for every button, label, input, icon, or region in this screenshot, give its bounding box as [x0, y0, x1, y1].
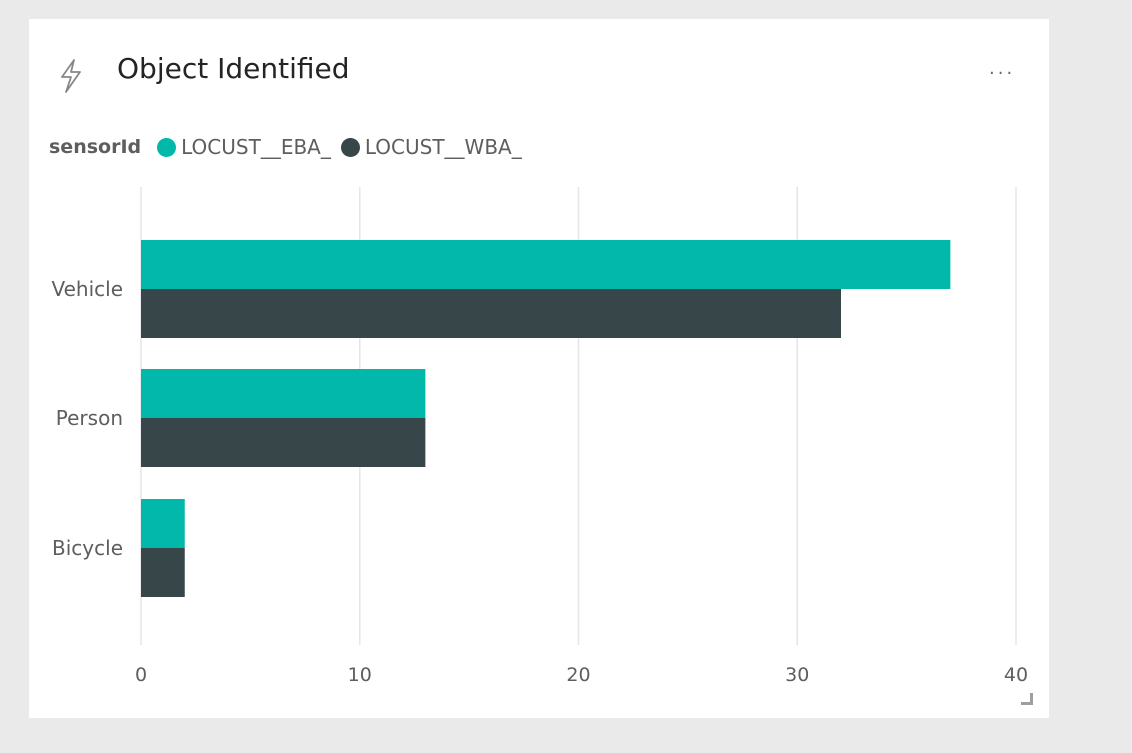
tile-title: Object Identified [117, 52, 350, 85]
category-label-vehicle: Vehicle [51, 277, 123, 301]
legend-label-wba: LOCUST__WBA_ [364, 135, 522, 159]
bar-vehicle-eba[interactable] [141, 240, 951, 289]
category-label-person: Person [56, 406, 123, 430]
bar-chart: 0 10 20 30 40 Vehicle Person Bicycle [51, 187, 1028, 686]
legend-swatch-wba [340, 137, 360, 157]
legend-item-wba[interactable]: LOCUST__WBA_ [340, 135, 522, 159]
resize-handle[interactable] [1021, 693, 1033, 705]
legend-swatch-eba [157, 137, 177, 157]
lightning-bolt-icon [61, 59, 81, 93]
x-tick-label: 0 [135, 664, 147, 686]
x-tick-label: 40 [1004, 664, 1028, 686]
legend-label-eba: LOCUST__EBA_ [181, 135, 331, 159]
bar-person-eba[interactable] [141, 369, 426, 418]
x-tick-label: 10 [348, 664, 372, 686]
bar-vehicle-wba[interactable] [141, 289, 841, 338]
x-tick-label: 30 [785, 664, 809, 686]
x-tick-label: 20 [566, 664, 590, 686]
bar-bicycle-wba[interactable] [141, 548, 185, 597]
chart-legend: sensorId LOCUST__EBA_ LOCUST__WBA_ [49, 135, 532, 159]
legend-title: sensorId [49, 136, 142, 158]
legend-item-eba[interactable]: LOCUST__EBA_ [157, 135, 331, 159]
ellipsis-icon[interactable]: ... [989, 58, 1016, 79]
category-label-bicycle: Bicycle [52, 536, 123, 560]
dashboard-tile: Object Identified ... sensorId LOCUST__E… [29, 19, 1049, 718]
bar-bicycle-eba[interactable] [141, 499, 185, 548]
bar-person-wba[interactable] [141, 418, 426, 467]
